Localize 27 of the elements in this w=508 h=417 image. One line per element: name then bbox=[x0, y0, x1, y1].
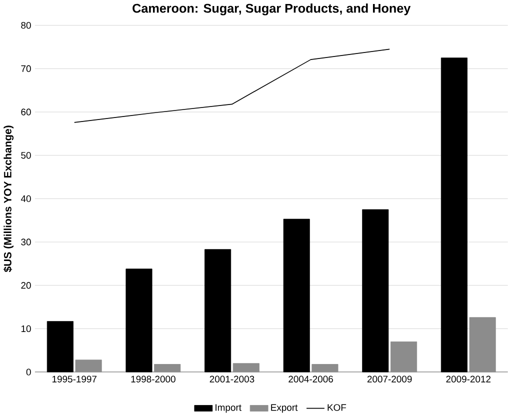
y-tick-label: 40 bbox=[20, 196, 31, 202]
x-tick-label: 2001-2003 bbox=[210, 376, 254, 383]
bar bbox=[390, 342, 418, 372]
y-tick-label: 60 bbox=[21, 108, 31, 116]
y-tick-label: 80 bbox=[21, 22, 31, 29]
line-series bbox=[74, 48, 390, 124]
bar bbox=[75, 360, 102, 372]
y-tick-label: 10 bbox=[21, 326, 31, 332]
y-tick-label: 20 bbox=[21, 282, 31, 289]
bar bbox=[232, 363, 260, 372]
x-tick-label: 1995-1997 bbox=[52, 376, 96, 383]
x-tick-label: 1998-2000 bbox=[131, 376, 176, 383]
bar bbox=[312, 364, 338, 372]
bar bbox=[154, 364, 181, 372]
chart-title: Cameroon: Sugar, Sugar Products, and Honey bbox=[132, 4, 411, 16]
y-axis-title: $US (Millions YOY Exchange) bbox=[3, 126, 14, 272]
x-tick-label: 2009-2012 bbox=[446, 376, 491, 383]
y-tick-label: 0 bbox=[26, 368, 31, 376]
x-tick-label: 2007-2009 bbox=[367, 376, 412, 383]
legend-label: Import bbox=[216, 404, 242, 413]
y-tick-label: 30 bbox=[21, 238, 31, 246]
x-tick-label: 2004-2006 bbox=[288, 376, 333, 383]
y-tick-label: 50 bbox=[21, 152, 31, 159]
bar bbox=[469, 317, 496, 372]
y-tick-label: 70 bbox=[21, 66, 31, 72]
legend-label: Export bbox=[271, 404, 298, 413]
legend-label: KOF bbox=[328, 404, 346, 412]
